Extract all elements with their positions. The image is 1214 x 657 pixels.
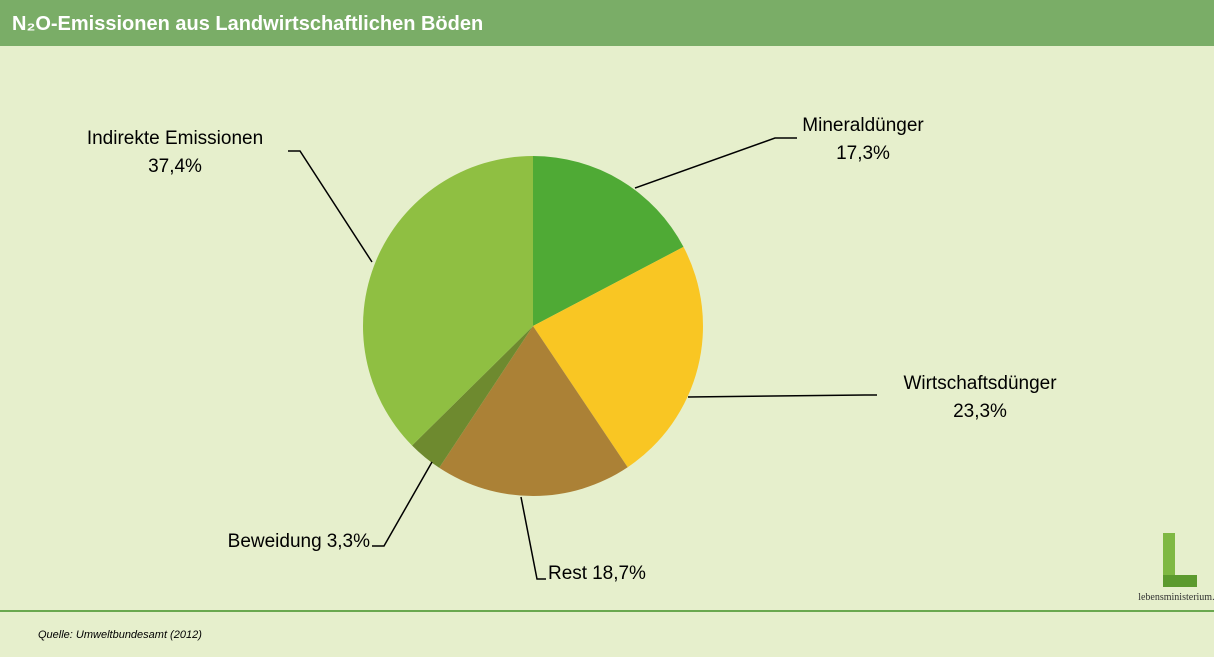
logo-text: lebensministerium.at [1138,592,1214,603]
source: Quelle: Umweltbundesamt (2012) [38,629,202,641]
pie-slice [412,326,533,468]
slice-label-group: Beweidung 3,3% [228,531,370,552]
slice-label: Indirekte Emissionen [87,128,263,149]
pie-slice [439,326,628,496]
slice-value-label: 37,4% [148,156,202,177]
pie-slice [533,156,684,326]
logo-mark [1163,533,1175,587]
logo-mark [1163,575,1197,587]
chart-title: N₂O-Emissionen aus Landwirtschaftlichen … [12,13,483,35]
slice-value-label: 17,3% [836,143,890,164]
slice-value-label: 23,3% [953,401,1007,422]
header-bar [0,0,1214,46]
slice-label: Beweidung [228,531,322,552]
slice-label: Wirtschaftsdünger [903,373,1057,394]
leader-line [372,461,433,547]
logo: lebensministerium.at [1138,533,1214,603]
slice-label: Rest [548,563,588,584]
leader-line [634,137,797,189]
pie-slice [533,246,703,468]
leader-line [687,394,877,398]
slice-label: Mineraldünger [802,115,924,136]
slice-value-label: 18,7% [592,563,646,584]
pie-slice [362,156,533,446]
leader-line [288,150,373,263]
slice-value-label: 3,3% [327,531,370,552]
slice-label-group: Rest 18,7% [548,563,646,584]
leader-line [520,496,546,580]
